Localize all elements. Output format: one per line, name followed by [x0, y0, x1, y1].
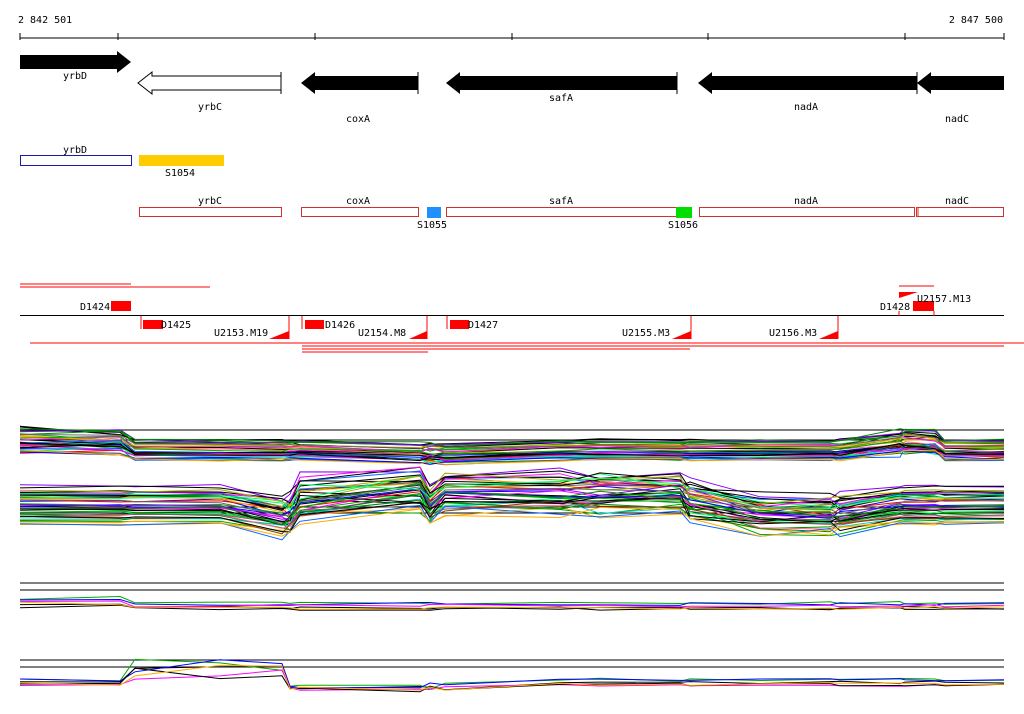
expression-panel-2	[19, 466, 1005, 541]
feature-U2156-M3[interactable]: U2156.M3	[769, 316, 839, 339]
annotation-label: S1055	[417, 220, 447, 231]
annotation-block-safA[interactable]: safA	[446, 196, 677, 217]
feature-label: D1426	[325, 320, 355, 331]
expression-trace	[19, 486, 1005, 517]
gene-label: yrbD	[63, 71, 87, 82]
feature-label: U2157.M13	[917, 294, 971, 305]
feature-D1425[interactable]: D1425	[140, 316, 191, 331]
gene-label: nadA	[794, 102, 818, 113]
gene-label: nadC	[945, 114, 969, 125]
expression-trace	[19, 488, 1005, 519]
expression-panel-3	[19, 582, 1005, 611]
expression-trace	[19, 504, 1005, 541]
expression-trace	[19, 466, 1004, 499]
gene-arrow-yrbD[interactable]: yrbD	[20, 51, 131, 82]
expression-trace	[19, 449, 1005, 465]
annotation-block-S1055[interactable]: S1055	[417, 207, 447, 231]
expression-panel-4	[19, 658, 1005, 693]
expression-trace	[19, 467, 1005, 502]
gene-arrow-nadA[interactable]: nadA	[698, 72, 918, 113]
feature-label: U2153.M19	[214, 328, 268, 339]
annotation-label: S1056	[668, 220, 698, 231]
expression-trace	[19, 658, 1005, 690]
expression-trace	[19, 659, 1005, 689]
annotation-block-yrbC[interactable]: yrbC	[139, 196, 282, 217]
expression-trace	[19, 433, 1004, 452]
annotation-block-S1054[interactable]: S1054	[139, 155, 224, 179]
expression-trace	[19, 439, 1005, 459]
annotation-label: coxA	[346, 196, 370, 207]
gene-label: yrbC	[198, 102, 222, 113]
feature-D1424[interactable]: D1424	[80, 301, 131, 313]
feature-label: D1428	[880, 302, 910, 313]
gene-arrow-safA[interactable]: safA	[446, 72, 678, 104]
expression-trace	[19, 595, 1005, 605]
expression-trace	[19, 600, 1005, 608]
coordinate-ruler: 2 842 501 2 847 500	[18, 15, 1005, 40]
expression-trace	[19, 436, 1005, 456]
feature-label: U2155.M3	[622, 328, 670, 339]
feature-label: U2156.M3	[769, 328, 817, 339]
annotation-label: yrbC	[198, 196, 222, 207]
feature-D1427[interactable]: D1427	[446, 316, 498, 331]
range-start-label: 2 842 501	[18, 15, 72, 26]
expression-trace	[19, 506, 1005, 537]
feature-label: D1427	[468, 320, 498, 331]
gene-track: yrbD yrbC coxA safA nadA nadC	[20, 51, 1004, 125]
feature-label: U2154.M8	[358, 328, 406, 339]
gene-label: coxA	[346, 114, 370, 125]
feature-U2157-M13[interactable]: U2157.M13	[899, 285, 971, 305]
gene-arrow-nadC[interactable]: nadC	[917, 72, 1004, 125]
gene-label: safA	[549, 93, 573, 104]
feature-U2153-M19[interactable]: U2153.M19	[214, 316, 290, 339]
annotation-block-coxA[interactable]: coxA	[301, 196, 419, 217]
annotation-label: yrbD	[63, 145, 87, 156]
feature-track: D1424 D1425 U2153.M19 D1426 U2154.M8 D14…	[20, 283, 1024, 353]
annotation-block-yrbD[interactable]: yrbD	[20, 145, 132, 166]
annotation-block-S1056[interactable]: S1056	[668, 207, 698, 231]
expression-trace	[19, 477, 1005, 512]
feature-D1426[interactable]: D1426	[301, 316, 355, 331]
annotation-block-nadA[interactable]: nadA	[699, 196, 915, 217]
expression-trace	[19, 664, 1005, 691]
annotation-label: S1054	[165, 168, 195, 179]
annotation-label: nadC	[945, 196, 969, 207]
expression-trace	[19, 428, 1005, 447]
feature-label: D1425	[161, 320, 191, 331]
expression-trace	[19, 484, 1005, 526]
range-end-label: 2 847 500	[949, 15, 1003, 26]
expression-trace	[19, 435, 1005, 455]
annotation-track: yrbD S1054 yrbC coxA S1055 safA S1056 n	[20, 145, 1004, 231]
expression-trace	[19, 669, 1005, 691]
annotation-label: safA	[549, 196, 573, 207]
expression-trace	[19, 481, 1005, 517]
annotation-label: nadA	[794, 196, 818, 207]
expression-trace	[19, 601, 1005, 611]
expression-trace	[19, 604, 1005, 611]
annotation-block-nadC[interactable]: nadC	[916, 196, 1004, 217]
gene-arrow-coxA[interactable]: coxA	[301, 72, 419, 125]
feature-label: D1424	[80, 302, 110, 313]
feature-U2155-M3[interactable]: U2155.M3	[622, 316, 692, 339]
expression-trace	[19, 443, 1005, 462]
expression-trace	[19, 497, 1005, 533]
expression-trace	[19, 483, 1005, 520]
expression-trace	[19, 489, 1005, 526]
expression-panel-1	[19, 425, 1005, 466]
feature-U2154-M8[interactable]: U2154.M8	[358, 316, 428, 339]
gene-arrow-yrbC[interactable]: yrbC	[137, 70, 282, 113]
feature-D1428[interactable]: D1428	[880, 301, 935, 316]
expression-trace	[19, 466, 1005, 508]
expression-trace	[19, 495, 1005, 532]
expression-trace	[19, 428, 1005, 448]
